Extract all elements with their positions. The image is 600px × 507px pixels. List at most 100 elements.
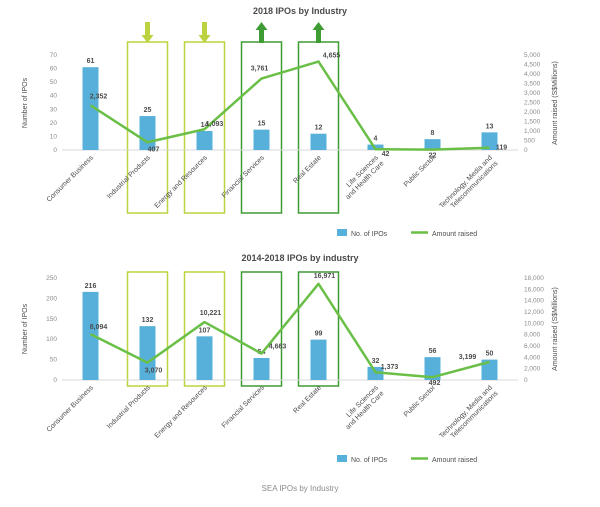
bar-value-label: 50 [486, 351, 494, 358]
ipo-count-bar [481, 132, 498, 150]
line-value-label: 407 [148, 146, 160, 153]
category-label: Life Sciencesand Health Care [339, 384, 386, 431]
line-value-label: 4,663 [269, 344, 287, 351]
y-axis-right-tick: 10,000 [524, 320, 544, 327]
amount-raised-line [89, 60, 490, 151]
bar-value-label: 12 [315, 125, 323, 132]
legend-2018: No. of IPOs Amount raised [337, 229, 477, 238]
bar-value-label: 13 [486, 123, 494, 130]
highlight-box [183, 271, 226, 387]
y-axis-left-tick: 100 [46, 336, 57, 343]
page-caption: SEA IPOs by Industry [262, 484, 339, 493]
bar-value-label: 107 [199, 327, 211, 334]
ipo-count-bar [481, 359, 498, 380]
highlight-box [126, 271, 169, 387]
y-axis-left-tick: 20 [50, 120, 58, 127]
y-axis-right-tick: 3,500 [524, 81, 541, 88]
legend-2014-2018: No. of IPOs Amount raised [337, 455, 477, 464]
chart-title-2014-2018: 2014-2018 IPOs by industry [241, 253, 358, 263]
line-value-label: 4,655 [323, 53, 341, 60]
line-value-label: 42 [382, 151, 390, 158]
y-axis-left-tick: 250 [46, 275, 57, 282]
plot-area-2018: 0 10 20 30 40 50 60 70 0 500 1,000 1,500 2,000 2,500 3… [46, 22, 541, 214]
right-axis-title-2014-2018: Amount raised (S$Millions) [552, 287, 559, 371]
y-axis-right-tick: 500 [524, 138, 535, 145]
category-label: Consumer Business [46, 384, 96, 434]
line-value-label: 3,199 [459, 354, 477, 361]
y-axis-left-tick: 60 [50, 66, 58, 73]
right-axis-title-2018: Amount raised (S$Millions) [552, 61, 559, 145]
y-axis-left-tick: 40 [50, 93, 58, 100]
ipo-count-bar [424, 139, 441, 150]
bar-value-label: 4 [374, 136, 378, 143]
bar-value-label: 32 [372, 358, 380, 365]
legend-bar-label: No. of IPOs [351, 457, 388, 464]
y-axis-right-tick: 0 [524, 147, 528, 154]
y-axis-right-tick: 8,000 [524, 332, 541, 339]
category-label: Industrial Products [106, 384, 152, 430]
ipo-count-bar [139, 116, 156, 150]
category-label: Real Estate [292, 154, 323, 185]
legend-line-label: Amount raised [432, 231, 477, 238]
category-label: Life Sciencesand Health Care [339, 154, 386, 201]
bar-value-label: 132 [142, 317, 154, 324]
amount-raised-line [89, 282, 490, 379]
line-value-label: 8,094 [90, 324, 108, 331]
category-label: Energy and Resources [154, 154, 210, 210]
y-axis-left-tick: 0 [53, 147, 57, 154]
bar-value-label: 25 [144, 107, 152, 114]
legend-bar-swatch [337, 229, 347, 236]
y-axis-right-tick: 5,000 [524, 52, 541, 59]
chart-2018: 2018 IPOs by Industry Number of IPOs Amo… [22, 6, 559, 238]
y-axis-right-tick: 16,000 [524, 286, 544, 293]
category-label: Financial Services [221, 154, 266, 199]
y-axis-right-tick: 0 [524, 377, 528, 384]
y-axis-left-tick: 50 [50, 79, 58, 86]
bar-value-label: 8 [431, 130, 435, 137]
line-value-label: 3,761 [251, 66, 269, 73]
line-value-label: 1,093 [206, 121, 224, 128]
y-axis-left-tick: 0 [53, 377, 57, 384]
y-axis-left-tick: 50 [50, 357, 58, 364]
y-axis-right-tick: 2,000 [524, 366, 541, 373]
y-axis-right-tick: 2,000 [524, 109, 541, 116]
line-value-label: 3,070 [145, 368, 163, 375]
legend-bar-swatch [337, 455, 347, 462]
legend-line-label: Amount raised [432, 457, 477, 464]
line-value-label: 16,971 [314, 273, 336, 280]
bar-value-label: 61 [87, 58, 95, 65]
ipo-count-bar [196, 131, 213, 150]
line-value-label: 2,352 [90, 93, 108, 100]
ipo-count-bar [82, 67, 99, 150]
ipo-count-bar [424, 357, 441, 380]
ipo-count-bar [253, 129, 270, 150]
ipo-count-bar [139, 326, 156, 380]
category-label: Real Estate [292, 384, 323, 415]
y-axis-right-tick: 4,000 [524, 354, 541, 361]
y-axis-right-tick: 12,000 [524, 309, 544, 316]
y-axis-right-tick: 4,500 [524, 62, 541, 69]
legend-bar-label: No. of IPOs [351, 231, 388, 238]
ipo-count-bar [253, 357, 270, 380]
y-axis-left-tick: 150 [46, 316, 57, 323]
y-axis-left-tick: 30 [50, 106, 58, 113]
chart-title-2018: 2018 IPOs by Industry [253, 6, 347, 16]
bar-value-label: 15 [258, 121, 266, 128]
trend-arrow-down-icon [141, 22, 154, 43]
left-axis-title-2014-2018: Number of IPOs [22, 303, 29, 354]
y-axis-right-tick: 3,000 [524, 90, 541, 97]
bar-value-label: 216 [85, 283, 97, 290]
y-axis-right-tick: 1,000 [524, 128, 541, 135]
bar-value-label: 99 [315, 331, 323, 338]
trend-arrow-up-icon [312, 22, 325, 43]
y-axis-right-tick: 18,000 [524, 275, 544, 282]
ipo-count-bar [310, 339, 327, 380]
bar-value-label: 14 [201, 122, 209, 129]
plot-area-2014-2018: 0 50 100 150 200 250 0 2,000 4,000 6,000 8,000 10,0… [46, 271, 544, 440]
y-axis-left-tick: 10 [50, 133, 58, 140]
y-axis-left-tick: 70 [50, 52, 58, 59]
category-label: Financial Services [221, 384, 266, 429]
line-value-label: 10,221 [200, 310, 222, 317]
chart-2014-2018: 2014-2018 IPOs by industry Number of IPO… [22, 253, 559, 464]
category-label: Consumer Business [46, 154, 96, 204]
